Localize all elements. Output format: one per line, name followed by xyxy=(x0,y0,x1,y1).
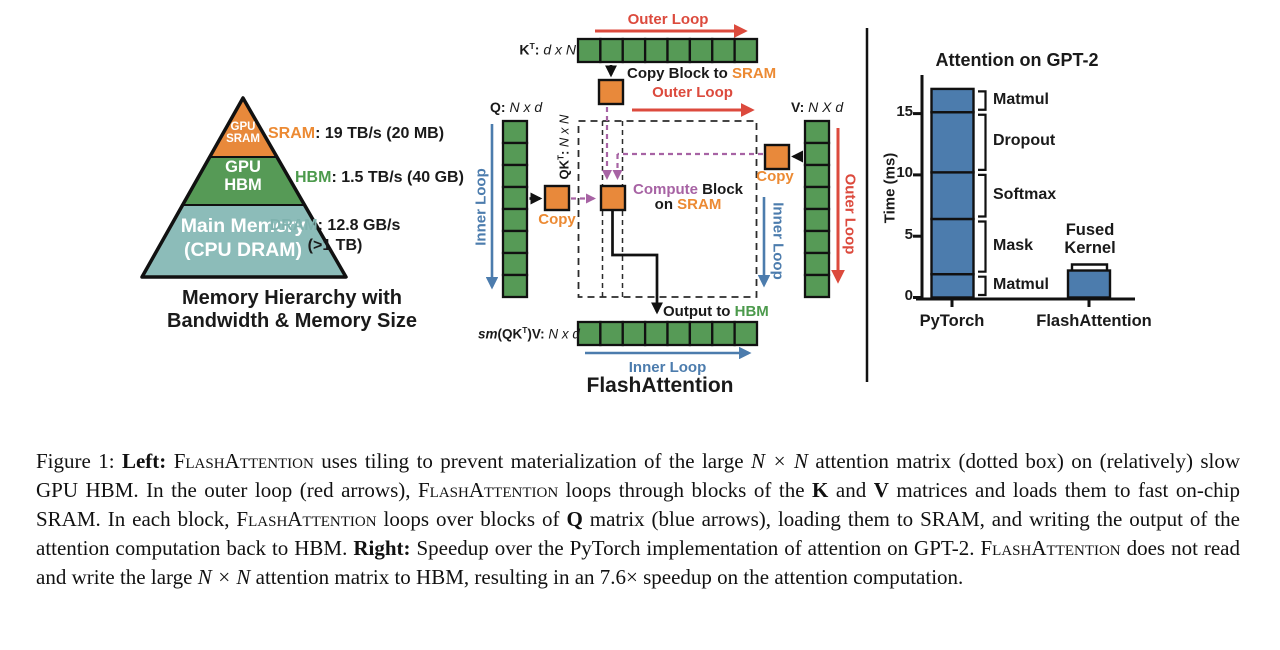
inner-loop-right-label: Inner Loop xyxy=(769,202,787,280)
kt-matrix-cell xyxy=(599,37,624,64)
copy-output-arrows xyxy=(529,65,804,315)
segment-bracket xyxy=(978,275,987,297)
segment-label: Matmul xyxy=(993,275,1049,293)
pytorch-bar-segment xyxy=(930,217,975,276)
output-to-hbm-arrow xyxy=(611,211,663,315)
segment-bracket xyxy=(978,113,987,171)
segment-label: Dropout xyxy=(993,132,1056,150)
copy-label-v: Copy xyxy=(756,168,794,185)
output-matrix-cell xyxy=(576,320,602,347)
ytick-label-15: 15 xyxy=(896,103,913,120)
outer-loop-top-label: Outer Loop xyxy=(627,11,709,28)
v-matrix-label: V: N X d xyxy=(791,99,844,115)
q-matrix-cell xyxy=(501,185,529,211)
pytorch-bar-segment xyxy=(930,111,975,174)
kt-matrix-cell xyxy=(666,37,692,64)
pytorch-bar-segment xyxy=(930,272,975,299)
v-matrix-cell xyxy=(803,163,831,189)
outer-loop-right-label: Outer Loop xyxy=(841,173,859,255)
dram-spec-label: DRAM: 12.8 GB/s (>1 TB) xyxy=(269,217,401,254)
chart-axes xyxy=(913,75,1135,307)
kt-matrix-label: KT: d x N xyxy=(519,41,576,58)
kt-matrix-cell xyxy=(643,37,669,64)
compute-block-label: Compute Block on SRAM xyxy=(632,181,743,213)
copy-label-q: Copy xyxy=(538,211,576,228)
kt-matrix-cell xyxy=(621,37,647,64)
compute-block-square xyxy=(599,184,627,212)
memory-pyramid xyxy=(140,95,348,279)
category-label-pytorch: PyTorch xyxy=(919,312,985,330)
q-matrix-cell xyxy=(501,141,529,167)
segment-bracket xyxy=(978,220,987,273)
ytick-label-10: 10 xyxy=(896,164,913,181)
q-matrix-label: Q: N x d xyxy=(490,99,543,115)
flashattention-diagram-title: FlashAttention xyxy=(586,374,734,397)
hbm-spec-label: HBM: 1.5 TB/s (40 GB) xyxy=(295,169,464,186)
inner-loop-left-label: Inner Loop xyxy=(472,168,490,246)
output-matrix-cell xyxy=(621,320,647,347)
generated-shapes xyxy=(501,37,1112,347)
kt-matrix-cell xyxy=(576,37,602,64)
output-matrix-cell xyxy=(599,320,624,347)
v-matrix-cell xyxy=(803,119,831,145)
segment-bracket xyxy=(978,90,987,111)
kt-matrix-cell xyxy=(688,37,714,64)
q-matrix-cell xyxy=(501,163,529,189)
q-matrix-cell xyxy=(501,229,529,255)
output-to-hbm-label: Output to HBM xyxy=(663,303,769,320)
sram-block-v xyxy=(763,143,791,171)
v-matrix-cell xyxy=(803,207,831,233)
output-matrix-label: sm(QKT)V: N x d xyxy=(478,325,580,342)
v-matrix-cell xyxy=(803,273,831,299)
output-matrix-cell xyxy=(711,320,736,347)
flashattention-bar xyxy=(1066,269,1112,299)
pytorch-bar-segment xyxy=(930,171,975,221)
category-label-flashattention: FlashAttention xyxy=(1036,312,1152,330)
output-matrix-cell xyxy=(733,320,759,347)
outer-loop-arrows xyxy=(595,24,845,284)
v-matrix-cell xyxy=(803,251,831,277)
q-matrix-cell xyxy=(501,251,529,277)
outer-loop-mid-label: Outer Loop xyxy=(652,84,733,101)
figure-caption: Figure 1: Left: FlashAttention uses tili… xyxy=(36,449,1241,589)
fused-kernel-label: Fused Kernel xyxy=(1064,221,1116,257)
figure-canvas xyxy=(140,24,1135,382)
pytorch-bar-segment xyxy=(930,87,975,114)
q-matrix-cell xyxy=(501,119,529,145)
qkt-matrix-label: QKT: N x N xyxy=(556,114,572,180)
segment-label: Softmax xyxy=(993,185,1057,203)
ytick-label-0: 0 xyxy=(904,287,913,304)
ytick-label-5: 5 xyxy=(904,226,913,243)
fused-kernel-bracket xyxy=(1070,263,1109,272)
pyramid-outline xyxy=(140,96,348,279)
v-matrix-cell xyxy=(803,229,831,255)
output-matrix-cell xyxy=(688,320,714,347)
segment-label: Matmul xyxy=(993,90,1049,108)
output-matrix-cell xyxy=(666,320,692,347)
copy-block-to-sram-label: Copy Block to SRAM xyxy=(627,65,777,82)
sram-block-q xyxy=(543,184,571,212)
q-matrix-cell xyxy=(501,207,529,233)
q-matrix-cell xyxy=(501,273,529,299)
segment-label: Mask xyxy=(993,236,1034,254)
sram-spec-label: SRAM: 19 TB/s (20 MB) xyxy=(268,125,445,142)
output-matrix-cell xyxy=(643,320,669,347)
chart-title: Attention on GPT-2 xyxy=(935,50,1099,70)
kt-matrix-cell xyxy=(733,37,759,64)
segment-bracket xyxy=(978,173,987,218)
pyramid-dram-label: Main Memory (CPU DRAM) xyxy=(180,215,306,262)
v-matrix-cell xyxy=(803,185,831,211)
attention-matrix-dotted-box xyxy=(577,120,758,298)
pyramid-sram-label: GPU SRAM xyxy=(226,121,260,146)
sram-block-k xyxy=(597,78,625,106)
pyramid-caption: Memory Hierarchy with Bandwidth & Memory… xyxy=(167,287,418,332)
inner-loop-bottom-label: Inner Loop xyxy=(628,359,707,376)
kt-matrix-cell xyxy=(711,37,736,64)
pyramid-hbm-label: GPU HBM xyxy=(224,158,262,194)
inner-loop-arrows xyxy=(485,124,771,360)
v-matrix-cell xyxy=(803,141,831,167)
compute-dataflow-arrows xyxy=(571,107,763,204)
